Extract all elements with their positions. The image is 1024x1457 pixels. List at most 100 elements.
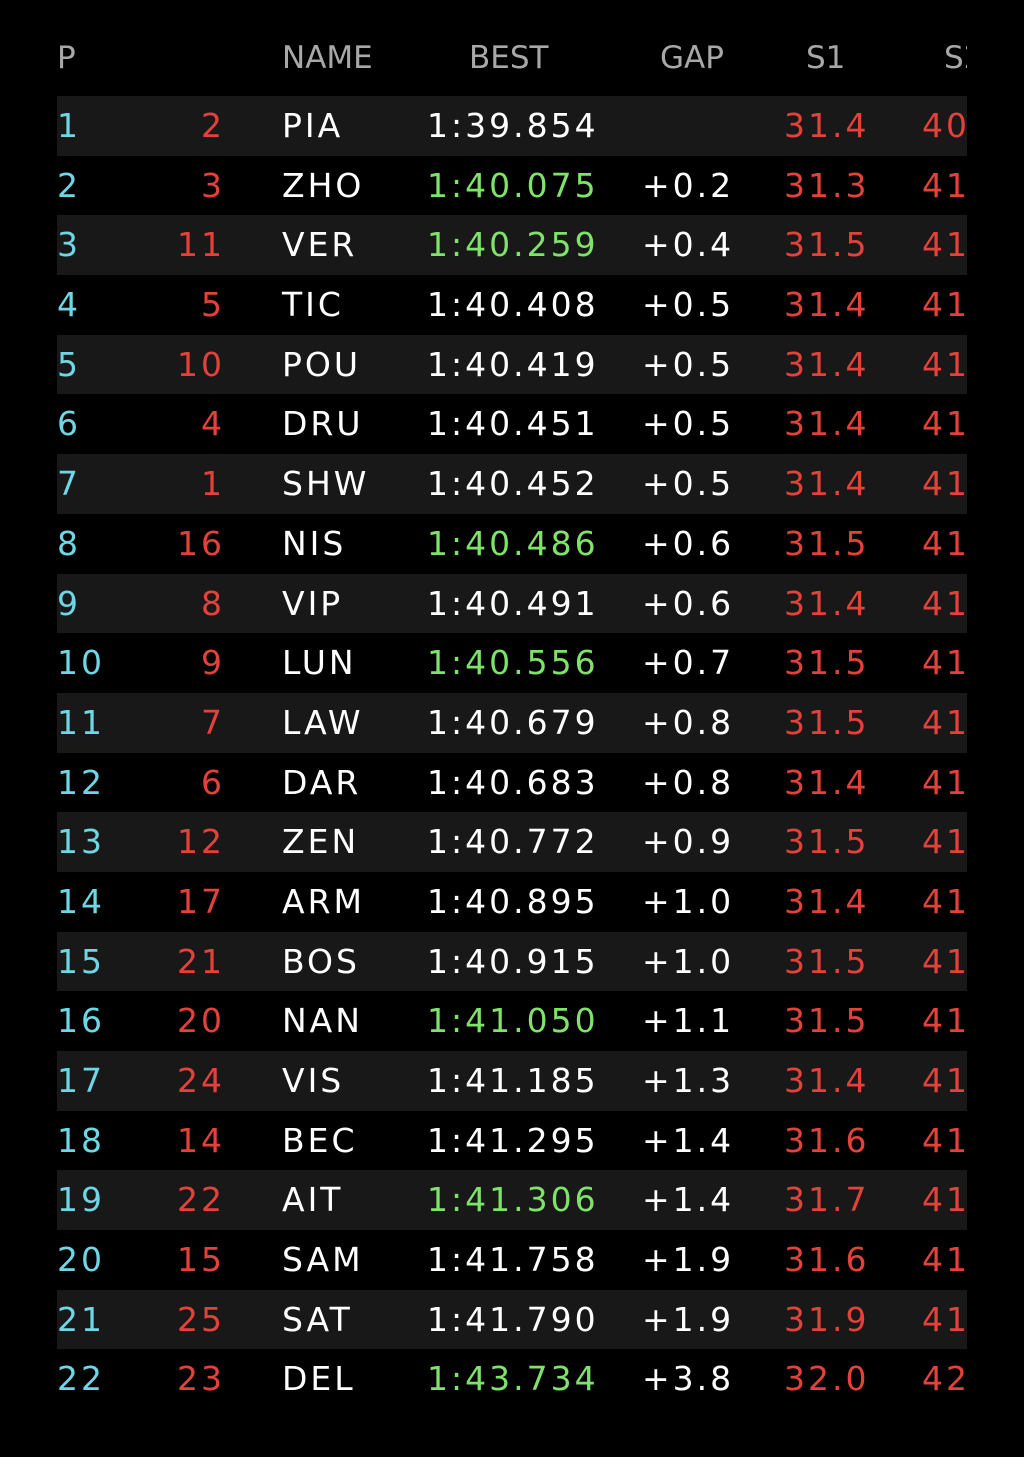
gap-cell: +0.7 <box>642 643 735 683</box>
table-row[interactable]: 1 2 PIA 1:39.854 31.4 40 <box>57 96 967 156</box>
column-header-s1[interactable]: S1 <box>806 40 846 76</box>
sector1-cell: 31.5 <box>784 523 870 563</box>
table-row[interactable]: 8 16 NIS 1:40.486 +0.6 31.5 41 <box>57 513 967 574</box>
car-number-cell: 9 <box>201 643 225 683</box>
car-number-cell: 21 <box>177 941 225 981</box>
position-cell: 17 <box>57 1061 105 1100</box>
sector2-cell: 40 <box>922 106 967 145</box>
car-number-cell: 2 <box>201 106 225 145</box>
table-row[interactable]: 4 5 TIC 1:40.408 +0.5 31.4 41 <box>57 275 967 335</box>
best-lap-cell: 1:40.556 <box>427 643 599 683</box>
table-row[interactable]: 10 9 LUN 1:40.556 +0.7 31.5 41 <box>57 633 967 693</box>
car-number-cell: 6 <box>201 762 225 802</box>
table-row[interactable]: 19 22 AIT 1:41.306 +1.4 31.7 41 <box>57 1170 967 1231</box>
table-row[interactable]: 20 15 SAM 1:41.758 +1.9 31.6 41 <box>57 1230 967 1290</box>
driver-name-cell: AIT <box>282 1180 344 1220</box>
best-lap-cell: 1:41.790 <box>427 1299 599 1339</box>
table-row[interactable]: 3 11 VER 1:40.259 +0.4 31.5 41 <box>57 215 967 276</box>
column-header-s2[interactable]: S2 <box>944 40 967 76</box>
car-number-cell: 17 <box>177 881 225 921</box>
car-number-cell: 7 <box>201 702 225 742</box>
car-number-cell: 3 <box>201 165 225 205</box>
position-cell: 19 <box>57 1180 105 1220</box>
table-row[interactable]: 21 25 SAT 1:41.790 +1.9 31.9 41 <box>57 1289 967 1350</box>
driver-name-cell: BOS <box>282 941 360 981</box>
sector1-cell: 32.0 <box>784 1359 870 1399</box>
gap-cell: +1.4 <box>642 1180 735 1220</box>
driver-name-cell: TIC <box>282 285 344 325</box>
gap-cell: +1.0 <box>642 941 735 981</box>
car-number-cell: 10 <box>177 344 225 384</box>
best-lap-cell: 1:40.259 <box>427 225 599 265</box>
gap-cell: +0.4 <box>642 225 735 265</box>
gap-cell: +0.2 <box>642 165 735 205</box>
best-lap-cell: 1:40.491 <box>427 583 599 623</box>
table-row[interactable]: 16 20 NAN 1:41.050 +1.1 31.5 41 <box>57 991 967 1051</box>
table-row[interactable]: 7 1 SHW 1:40.452 +0.5 31.4 41 <box>57 454 967 514</box>
car-number-cell: 8 <box>201 583 225 623</box>
column-header-gap[interactable]: GAP <box>660 40 724 76</box>
gap-cell: +1.0 <box>642 881 735 921</box>
table-row[interactable]: 18 14 BEC 1:41.295 +1.4 31.6 41 <box>57 1110 967 1171</box>
sector1-cell: 31.7 <box>784 1180 870 1220</box>
sector2-cell: 41 <box>922 643 967 683</box>
table-row[interactable]: 5 10 POU 1:40.419 +0.5 31.4 41 <box>57 334 967 395</box>
sector2-cell: 41 <box>922 822 967 862</box>
best-lap-cell: 1:40.451 <box>427 404 599 444</box>
driver-name-cell: PIA <box>282 106 344 145</box>
table-row[interactable]: 6 4 DRU 1:40.451 +0.5 31.4 41 <box>57 394 967 455</box>
table-row[interactable]: 2 3 ZHO 1:40.075 +0.2 31.3 41 <box>57 155 967 216</box>
column-header-name[interactable]: NAME <box>282 40 373 76</box>
table-row[interactable]: 13 12 ZEN 1:40.772 +0.9 31.5 41 <box>57 812 967 872</box>
driver-name-cell: VER <box>282 225 358 265</box>
gap-cell: +0.9 <box>642 822 735 862</box>
position-cell: 14 <box>57 881 105 921</box>
table-row[interactable]: 9 8 VIP 1:40.491 +0.6 31.4 41 <box>57 573 967 634</box>
best-lap-cell: 1:40.408 <box>427 285 599 325</box>
best-lap-cell: 1:41.050 <box>427 1001 599 1041</box>
car-number-cell: 12 <box>177 822 225 862</box>
best-lap-cell: 1:40.915 <box>427 941 599 981</box>
best-lap-cell: 1:40.895 <box>427 881 599 921</box>
position-cell: 20 <box>57 1240 105 1280</box>
car-number-cell: 5 <box>201 285 225 325</box>
driver-name-cell: SHW <box>282 464 370 504</box>
sector2-cell: 41 <box>922 523 967 563</box>
driver-name-cell: POU <box>282 344 362 384</box>
driver-name-cell: ARM <box>282 881 365 921</box>
position-cell: 1 <box>57 106 81 145</box>
table-row[interactable]: 15 21 BOS 1:40.915 +1.0 31.5 41 <box>57 931 967 992</box>
sector1-cell: 31.4 <box>784 344 870 384</box>
column-header-position[interactable]: P <box>57 40 76 76</box>
car-number-cell: 23 <box>177 1359 225 1399</box>
column-header-best[interactable]: BEST <box>469 40 549 76</box>
position-cell: 18 <box>57 1120 105 1160</box>
gap-cell: +0.6 <box>642 523 735 563</box>
table-row[interactable]: 14 17 ARM 1:40.895 +1.0 31.4 41 <box>57 871 967 932</box>
sector2-cell: 41 <box>922 1001 967 1041</box>
position-cell: 11 <box>57 702 105 742</box>
position-cell: 3 <box>57 225 81 265</box>
table-row[interactable]: 12 6 DAR 1:40.683 +0.8 31.4 41 <box>57 752 967 813</box>
car-number-cell: 11 <box>177 225 225 265</box>
best-lap-cell: 1:40.679 <box>427 702 599 742</box>
table-row[interactable]: 17 24 VIS 1:41.185 +1.3 31.4 41 <box>57 1051 967 1111</box>
sector2-cell: 41 <box>922 1240 967 1280</box>
car-number-cell: 4 <box>201 404 225 444</box>
gap-cell: +1.3 <box>642 1061 735 1100</box>
sector2-cell: 41 <box>922 1299 967 1339</box>
gap-cell: +3.8 <box>642 1359 735 1399</box>
position-cell: 10 <box>57 643 105 683</box>
sector1-cell: 31.4 <box>784 285 870 325</box>
position-cell: 12 <box>57 762 105 802</box>
sector1-cell: 31.5 <box>784 822 870 862</box>
table-row[interactable]: 22 23 DEL 1:43.734 +3.8 32.0 42 <box>57 1349 967 1410</box>
sector1-cell: 31.5 <box>784 702 870 742</box>
sector2-cell: 41 <box>922 881 967 921</box>
driver-rows: 1 2 PIA 1:39.854 31.4 40 2 3 ZHO 1:40.075 +0.2 31.3… <box>57 96 967 1410</box>
best-lap-cell: 1:40.419 <box>427 344 599 384</box>
sector2-cell: 41 <box>922 1120 967 1160</box>
table-row[interactable]: 11 7 LAW 1:40.679 +0.8 31.5 41 <box>57 692 967 753</box>
best-lap-cell: 1:40.486 <box>427 523 599 563</box>
best-lap-cell: 1:41.758 <box>427 1240 599 1280</box>
